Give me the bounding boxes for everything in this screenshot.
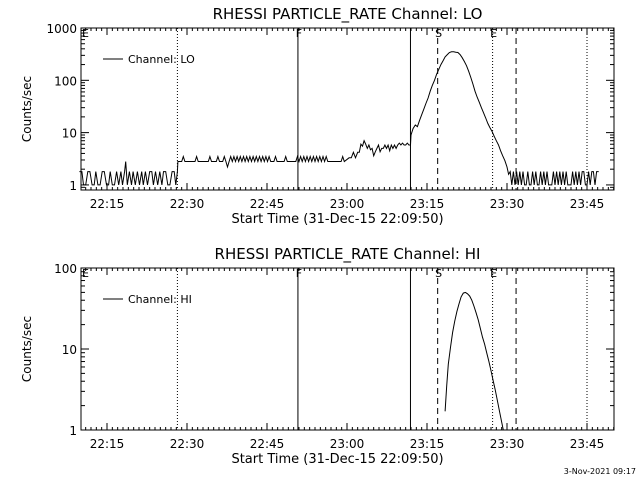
x-tick-label: 23:00 bbox=[330, 197, 365, 211]
chart-title: RHESSI PARTICLE_RATE Channel: LO bbox=[213, 5, 483, 24]
x-tick-label: 23:30 bbox=[490, 437, 525, 451]
legend-label: Channel: LO bbox=[128, 53, 195, 66]
x-tick-label: 22:45 bbox=[250, 197, 285, 211]
footer-timestamp: 3-Nov-2021 09:17 bbox=[564, 467, 636, 476]
chart-panel-lo: RHESSI PARTICLE_RATE Channel: LO Start T… bbox=[20, 5, 615, 227]
y-tick-label: 100 bbox=[54, 262, 77, 276]
x-tick-label: 23:30 bbox=[490, 197, 525, 211]
event-marker-label: E bbox=[490, 27, 497, 40]
series-line bbox=[444, 291, 504, 431]
x-tick-label: 23:45 bbox=[570, 437, 605, 451]
x-tick-label: 23:45 bbox=[570, 197, 605, 211]
x-tick-label: 23:15 bbox=[410, 197, 445, 211]
y-axis-label: Counts/sec bbox=[20, 76, 34, 142]
legend-label: Channel: HI bbox=[128, 293, 192, 306]
x-tick-label: 22:30 bbox=[170, 197, 205, 211]
event-marker-label: F bbox=[296, 267, 302, 280]
corner-label: E bbox=[82, 267, 89, 280]
x-tick-label: 22:15 bbox=[90, 437, 125, 451]
x-tick-label: 23:15 bbox=[410, 437, 445, 451]
y-tick-label: 1 bbox=[69, 179, 77, 193]
y-tick-label: 10 bbox=[62, 127, 77, 141]
x-tick-label: 22:30 bbox=[170, 437, 205, 451]
y-tick-label: 100 bbox=[54, 74, 77, 88]
y-tick-label: 10 bbox=[62, 343, 77, 357]
x-tick-label: 22:15 bbox=[90, 197, 125, 211]
event-marker-label: S bbox=[435, 27, 442, 40]
event-marker-label: F bbox=[296, 27, 302, 40]
series-line bbox=[79, 51, 599, 186]
x-tick-label: 22:45 bbox=[250, 437, 285, 451]
chart-title: RHESSI PARTICLE_RATE Channel: HI bbox=[215, 245, 481, 264]
event-marker-label: S bbox=[435, 267, 442, 280]
y-axis-label: Counts/sec bbox=[20, 316, 34, 382]
event-marker-label: E bbox=[490, 267, 497, 280]
x-axis-label: Start Time (31-Dec-15 22:09:50) bbox=[231, 452, 443, 467]
y-tick-label: 1 bbox=[69, 424, 77, 438]
x-axis-label: Start Time (31-Dec-15 22:09:50) bbox=[231, 212, 443, 227]
x-tick-label: 23:00 bbox=[330, 437, 365, 451]
y-tick-label: 1000 bbox=[46, 22, 77, 36]
chart-panel-hi: RHESSI PARTICLE_RATE Channel: HI Start T… bbox=[20, 245, 615, 467]
corner-label: E bbox=[82, 27, 89, 40]
